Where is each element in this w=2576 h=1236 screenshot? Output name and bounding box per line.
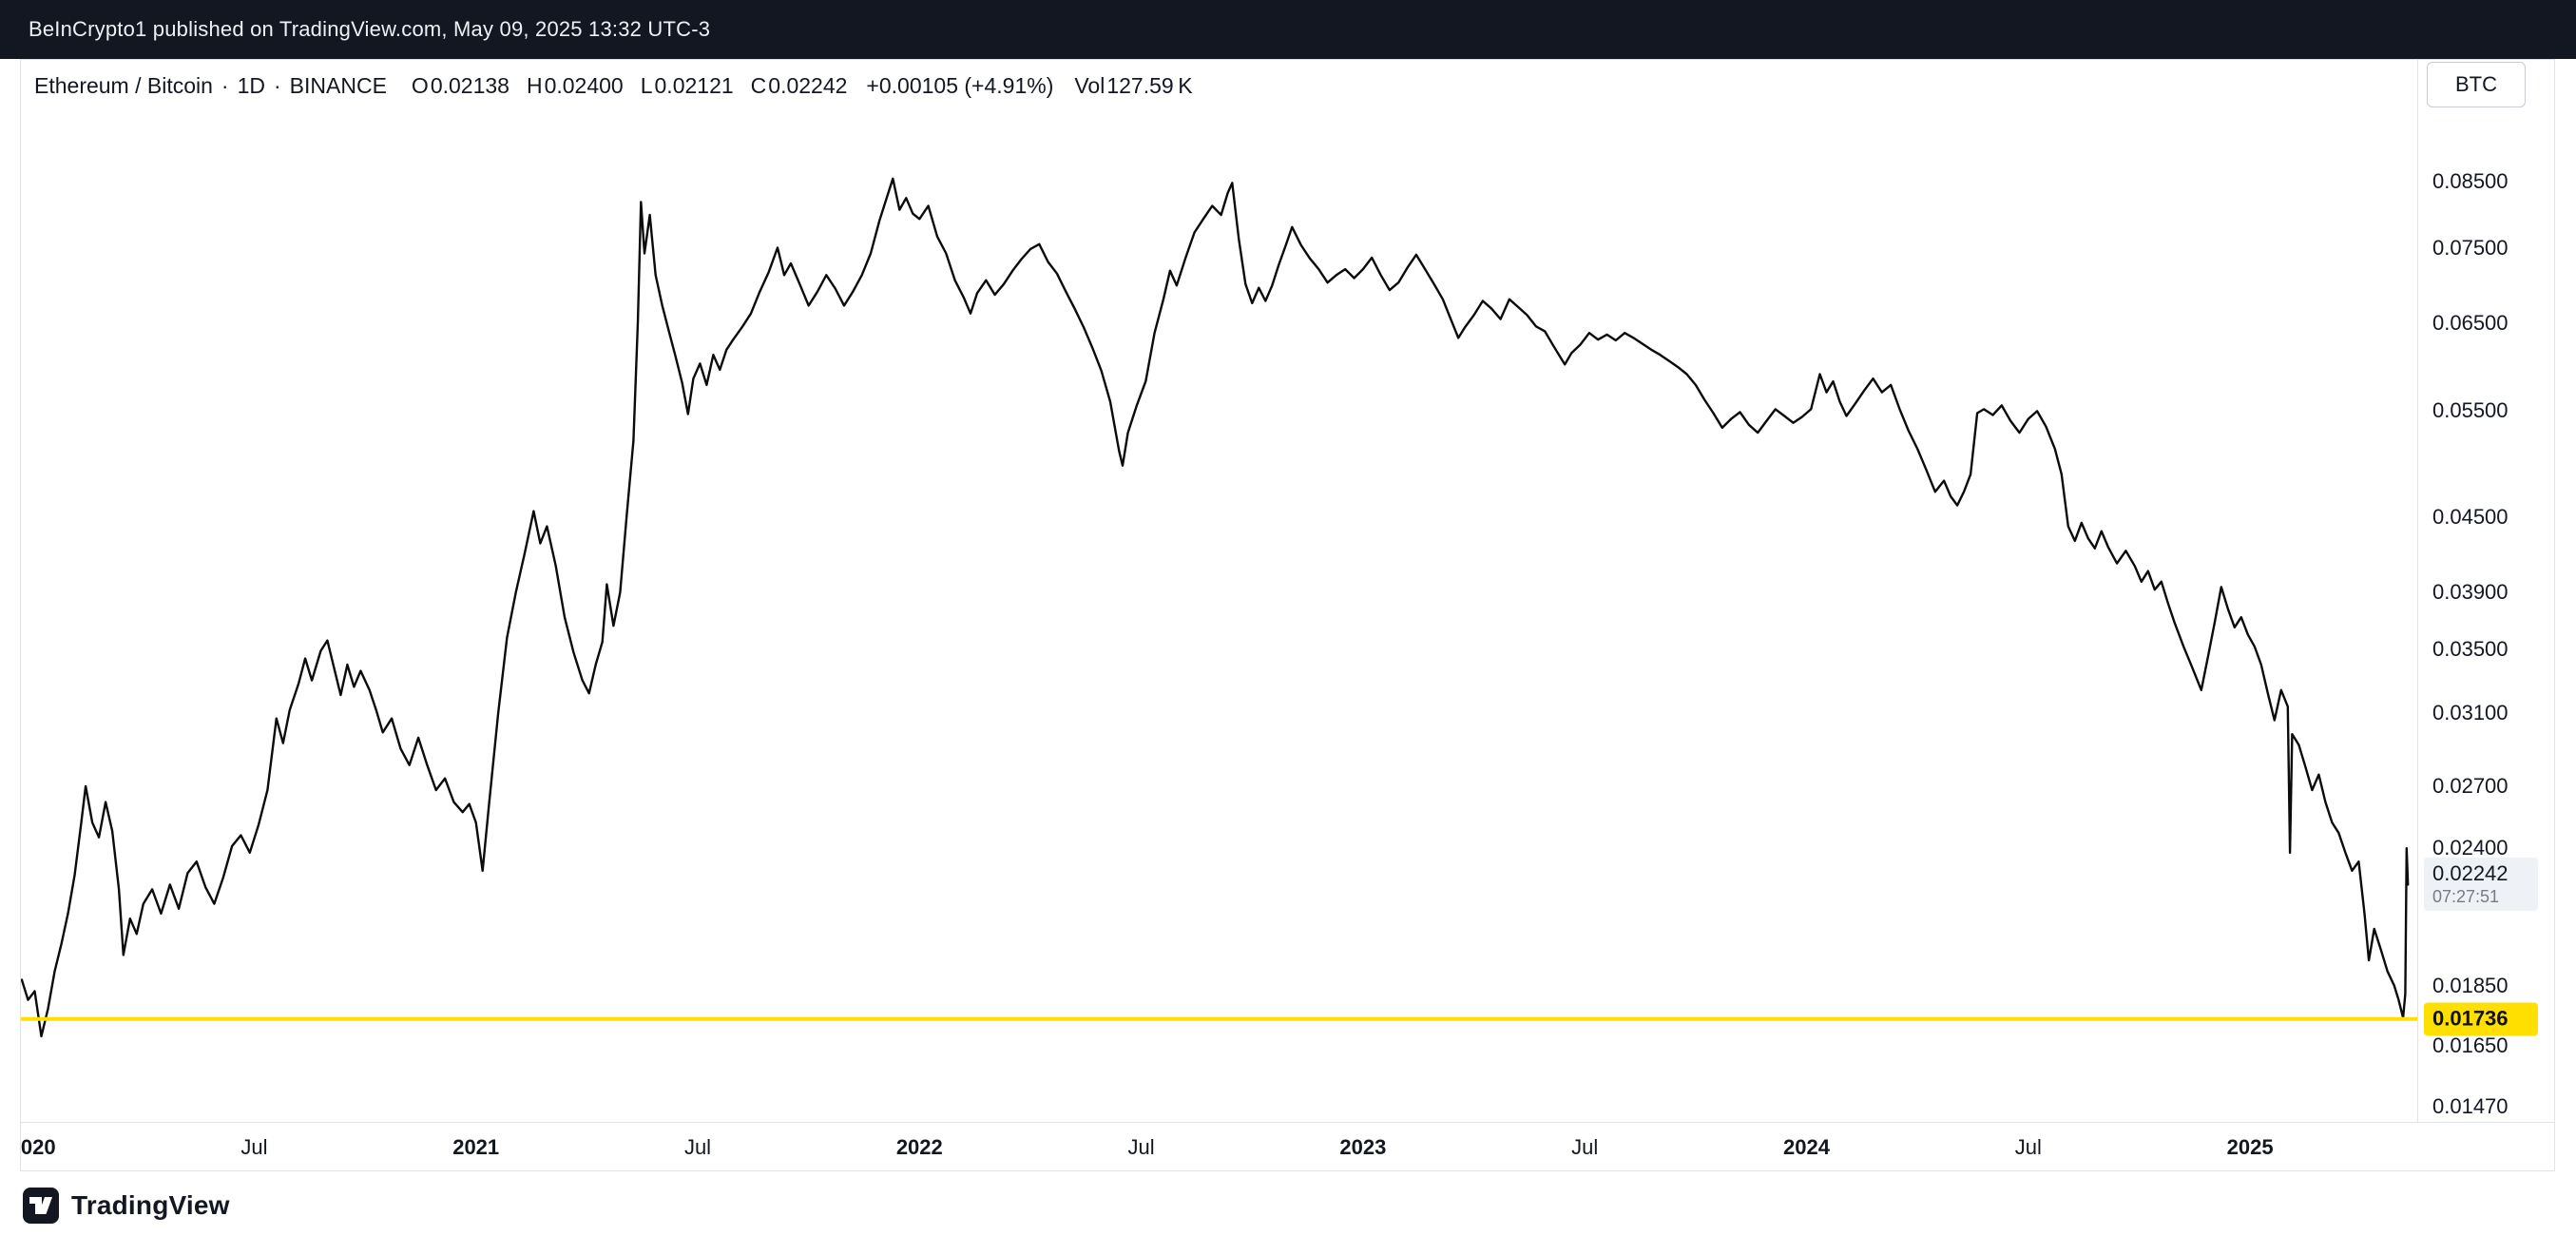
time-axis-label: Jul [1127, 1135, 1155, 1159]
price-axis-border [2417, 60, 2418, 1122]
time-axis-label: 2025 [2226, 1135, 2274, 1159]
time-axis-label: Jul [240, 1135, 268, 1159]
tradingview-footer: TradingView [23, 1185, 230, 1226]
price-axis-tick: 0.02400 [2432, 836, 2509, 860]
legend-separator: · [221, 73, 229, 98]
time-axis-label: 2024 [1783, 1135, 1830, 1159]
volume-label: Vol [1074, 73, 1105, 98]
price-chart[interactable] [21, 60, 2417, 1122]
time-axis-label: 2022 [895, 1135, 943, 1159]
current-price-label: 0.02242 07:27:51 [2424, 857, 2538, 911]
price-axis-tick: 0.03500 [2432, 637, 2509, 661]
time-axis[interactable]: 2020 Jul 2021 Jul 2022 Jul 2023 Jul 2024 Jul 2025 [21, 1123, 2417, 1171]
time-axis-label: 2023 [1339, 1135, 1387, 1159]
price-axis-tick: 0.07500 [2432, 235, 2509, 260]
chart-panel: Ethereum / Bitcoin · 1D · BINANCE O 0.02… [20, 59, 2555, 1171]
low-value: 0.02121 [654, 73, 734, 98]
volume-value: 127.59 K [1106, 73, 1193, 98]
time-axis-label: Jul [2014, 1135, 2042, 1159]
price-axis-tick: 0.08500 [2432, 169, 2509, 194]
open-value: 0.02138 [430, 73, 509, 98]
time-axis-label: Jul [683, 1135, 712, 1159]
price-axis-tick: 0.04500 [2432, 504, 2509, 529]
tradingview-logo[interactable] [23, 1188, 59, 1224]
price-axis-tick: 0.03100 [2432, 701, 2509, 725]
time-axis-border [21, 1122, 2554, 1123]
exchange-label[interactable]: BINANCE [289, 73, 387, 98]
bar-countdown: 07:27:51 [2432, 886, 2500, 906]
price-axis[interactable]: 0.02242 07:27:51 0.01736 0.08500 0.07500 0… [2418, 60, 2554, 1122]
price-axis-tick: 0.05500 [2432, 398, 2509, 423]
chart-legend[interactable]: Ethereum / Bitcoin · 1D · BINANCE O 0.02… [34, 73, 1193, 99]
tradingview-brand-text[interactable]: TradingView [71, 1190, 230, 1220]
horizontal-line-price-label[interactable]: 0.01736 [2424, 1002, 2538, 1036]
time-axis-label: 2021 [452, 1135, 500, 1159]
high-value: 0.02400 [544, 73, 624, 98]
attribution-text: BeInCrypto1 published on TradingView.com… [29, 17, 711, 41]
interval-label[interactable]: 1D [237, 73, 265, 98]
open-label: O [411, 73, 429, 98]
close-label: C [750, 73, 767, 98]
low-label: L [640, 73, 653, 98]
price-axis-tick: 0.02700 [2432, 773, 2509, 798]
price-axis-tick: 0.01850 [2432, 973, 2509, 997]
price-axis-tick: 0.03900 [2432, 580, 2509, 604]
time-axis-label: Jul [1571, 1135, 1599, 1159]
legend-separator: · [274, 73, 281, 98]
current-price-value: 0.02242 [2432, 860, 2509, 885]
high-label: H [526, 73, 543, 98]
attribution-bar: BeInCrypto1 published on TradingView.com… [0, 0, 2576, 59]
time-axis-label: 2020 [21, 1135, 56, 1159]
symbol-title[interactable]: Ethereum / Bitcoin [34, 73, 213, 98]
quote-currency-button[interactable]: BTC [2427, 62, 2526, 107]
price-axis-tick: 0.01650 [2432, 1033, 2509, 1057]
price-series-line [21, 177, 2410, 1038]
price-axis-tick: 0.01470 [2432, 1093, 2509, 1118]
price-axis-tick: 0.06500 [2432, 310, 2509, 335]
change-value: +0.00105 (+4.91%) [866, 73, 1054, 98]
close-value: 0.02242 [768, 73, 848, 98]
